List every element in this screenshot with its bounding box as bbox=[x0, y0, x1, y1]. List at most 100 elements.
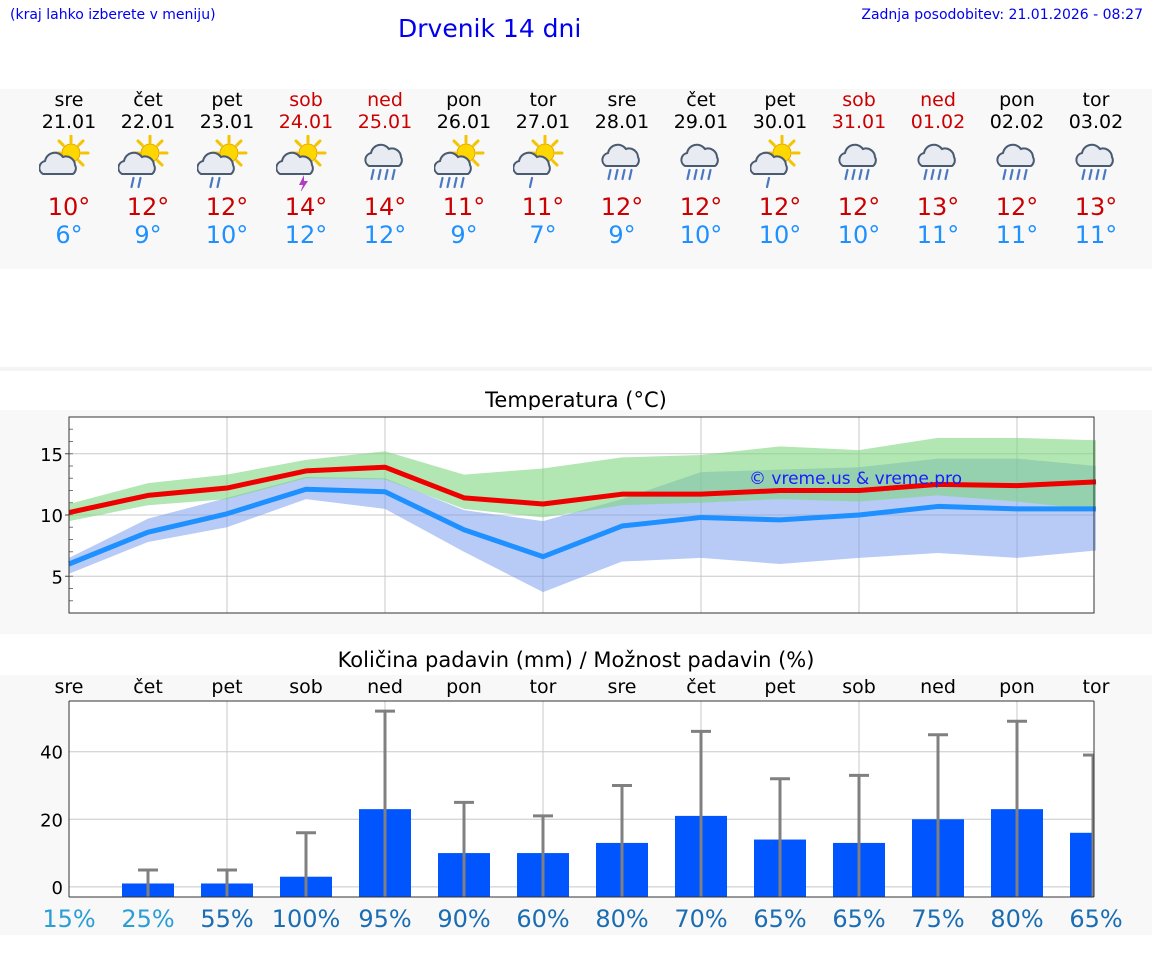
cloud-rain-icon bbox=[671, 135, 731, 191]
day-column: pon 02.02 12° 11° bbox=[977, 89, 1057, 249]
cloud-rain-icon bbox=[592, 135, 652, 191]
day-column: sob 31.01 12° 10° bbox=[819, 89, 899, 249]
precip-chance: 55% bbox=[200, 905, 253, 933]
day-column: čet 22.01 12° 9° bbox=[108, 89, 188, 249]
day-name: tor bbox=[1082, 89, 1110, 111]
day-column: ned 01.02 13° 11° bbox=[898, 89, 978, 249]
x-tick-label: sob bbox=[289, 676, 323, 698]
min-temp: 9° bbox=[134, 221, 162, 249]
x-tick-label: sob bbox=[842, 676, 876, 698]
min-temp: 6° bbox=[55, 221, 83, 249]
day-column: čet 29.01 12° 10° bbox=[661, 89, 741, 249]
min-temp: 10° bbox=[837, 221, 881, 249]
precip-chance: 90% bbox=[437, 905, 490, 933]
precip-chance: 15% bbox=[42, 905, 95, 933]
precip-chance: 100% bbox=[272, 905, 341, 933]
day-column: pet 30.01 12° 10° bbox=[740, 89, 820, 249]
sun-cloud-icon bbox=[38, 134, 99, 191]
day-date: 28.01 bbox=[594, 111, 650, 133]
y-tick-label: 40 bbox=[40, 743, 63, 764]
min-temp: 11° bbox=[1074, 221, 1118, 249]
y-tick-label: 0 bbox=[52, 878, 63, 899]
day-date: 30.01 bbox=[752, 111, 808, 133]
min-temp: 9° bbox=[608, 221, 636, 249]
min-temp-line bbox=[68, 486, 1096, 567]
day-date: 03.02 bbox=[1068, 111, 1124, 133]
day-name: čet bbox=[686, 89, 716, 111]
max-temp: 11° bbox=[442, 193, 486, 221]
x-tick-label: pon bbox=[999, 676, 1035, 698]
day-date: 01.02 bbox=[910, 111, 966, 133]
last-update: Zadnja posodobitev: 21.01.2026 - 08:27 bbox=[861, 7, 1143, 23]
x-tick-label: tor bbox=[530, 676, 557, 698]
day-name: sre bbox=[54, 89, 84, 111]
plot-border bbox=[68, 416, 1095, 614]
day-name: sob bbox=[842, 89, 876, 111]
day-column: ned 25.01 14° 12° bbox=[345, 89, 425, 249]
x-tick-label: sre bbox=[55, 676, 84, 698]
watermark: © vreme.us & vreme.pro bbox=[749, 469, 962, 489]
temperature-chart: 5 10 15 © vreme.us & vreme.pro bbox=[40, 416, 1097, 614]
precip-chance: 60% bbox=[516, 905, 569, 933]
daily-forecast: sre 21.01 10° 6° čet 22.01 12° 9° pet 23.01 12° 10°… bbox=[0, 89, 1152, 269]
day-column: sob 24.01 14° 12° bbox=[266, 89, 346, 249]
day-column: tor 03.02 13° 11° bbox=[1056, 89, 1136, 249]
max-temp: 13° bbox=[1074, 193, 1118, 221]
max-temp: 12° bbox=[758, 193, 802, 221]
max-temp: 11° bbox=[521, 193, 565, 221]
cloud-rain-icon bbox=[987, 135, 1047, 191]
max-temp: 12° bbox=[126, 193, 170, 221]
x-tick-label: tor bbox=[1083, 676, 1110, 698]
sun-cloud-rain-icon bbox=[196, 134, 257, 191]
day-name: ned bbox=[367, 89, 403, 111]
day-date: 22.01 bbox=[120, 111, 176, 133]
max-temp: 12° bbox=[837, 193, 881, 221]
day-date: 27.01 bbox=[515, 111, 571, 133]
sun-cloud-rain-icon bbox=[117, 134, 178, 191]
location-hint: (kraj lahko izberete v meniju) bbox=[10, 7, 216, 23]
day-name: tor bbox=[529, 89, 557, 111]
day-date: 29.01 bbox=[673, 111, 729, 133]
sun-cloud-thunder-icon bbox=[275, 134, 336, 193]
y-tick-label: 15 bbox=[40, 445, 63, 466]
max-temp: 13° bbox=[916, 193, 960, 221]
day-column: pon 26.01 11° 9° bbox=[424, 89, 504, 249]
sun-cloud-light-rain-icon bbox=[512, 134, 573, 191]
precip-chance: 95% bbox=[358, 905, 411, 933]
cloud-rain-icon bbox=[355, 135, 415, 191]
precip-chance: 25% bbox=[121, 905, 174, 933]
y-tick-label: 10 bbox=[40, 506, 63, 527]
x-tick-label: pet bbox=[211, 676, 242, 698]
cloud-rain-icon bbox=[829, 135, 889, 191]
day-name: sob bbox=[289, 89, 323, 111]
max-temp: 12° bbox=[679, 193, 723, 221]
day-date: 24.01 bbox=[278, 111, 334, 133]
min-temp: 10° bbox=[758, 221, 802, 249]
max-temp-band bbox=[69, 437, 1096, 522]
x-tick-label: čet bbox=[686, 676, 716, 698]
day-name: čet bbox=[133, 89, 163, 111]
max-temp: 10° bbox=[47, 193, 91, 221]
x-tick-label: pon bbox=[446, 676, 482, 698]
min-temp: 9° bbox=[450, 221, 478, 249]
max-temp-line bbox=[68, 464, 1097, 515]
precipitation-title: Količina padavin (mm) / Možnost padavin … bbox=[337, 648, 815, 672]
min-temp: 12° bbox=[284, 221, 328, 249]
precip-chance: 80% bbox=[990, 905, 1043, 933]
day-date: 26.01 bbox=[436, 111, 492, 133]
precip-bar bbox=[1070, 832, 1094, 897]
x-tick-label: sre bbox=[608, 676, 637, 698]
day-date: 02.02 bbox=[989, 111, 1045, 133]
precip-chance: 75% bbox=[911, 905, 964, 933]
sun-cloud-heavy-rain-icon bbox=[433, 134, 494, 191]
day-column: tor 27.01 11° 7° bbox=[503, 89, 583, 249]
max-temp: 12° bbox=[205, 193, 249, 221]
day-name: pon bbox=[446, 89, 482, 111]
max-temp: 14° bbox=[284, 193, 328, 221]
day-date: 23.01 bbox=[199, 111, 255, 133]
min-temp: 10° bbox=[679, 221, 723, 249]
divider bbox=[0, 367, 1152, 371]
day-column: sre 21.01 10° 6° bbox=[29, 89, 109, 249]
min-temp: 11° bbox=[916, 221, 960, 249]
precip-chance: 65% bbox=[832, 905, 885, 933]
